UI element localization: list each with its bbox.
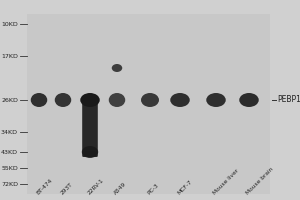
Ellipse shape xyxy=(170,93,190,107)
Text: 17KD: 17KD xyxy=(1,53,18,58)
Text: 10KD: 10KD xyxy=(1,21,18,26)
Text: BT-474: BT-474 xyxy=(35,178,53,196)
Text: 43KD: 43KD xyxy=(1,150,18,154)
Text: A549: A549 xyxy=(113,182,128,196)
Text: 26KD: 26KD xyxy=(1,98,18,102)
Text: 22RV-1: 22RV-1 xyxy=(86,178,105,196)
Ellipse shape xyxy=(109,93,125,107)
Ellipse shape xyxy=(31,93,47,107)
Text: Mouse liver: Mouse liver xyxy=(212,168,240,196)
Ellipse shape xyxy=(206,93,226,107)
Ellipse shape xyxy=(80,93,100,107)
Ellipse shape xyxy=(141,93,159,107)
Ellipse shape xyxy=(112,64,122,72)
Ellipse shape xyxy=(84,151,96,157)
Text: 55KD: 55KD xyxy=(1,166,18,170)
Text: MCF-7: MCF-7 xyxy=(176,179,193,196)
Ellipse shape xyxy=(239,93,259,107)
Text: 293T: 293T xyxy=(59,182,74,196)
Text: Mouse brain: Mouse brain xyxy=(245,167,274,196)
Text: PEBP1: PEBP1 xyxy=(278,96,300,104)
Text: 34KD: 34KD xyxy=(1,130,18,134)
Text: 72KD: 72KD xyxy=(1,182,18,186)
Ellipse shape xyxy=(82,146,98,158)
Text: PC-3: PC-3 xyxy=(146,183,160,196)
FancyBboxPatch shape xyxy=(27,14,270,194)
Ellipse shape xyxy=(55,93,71,107)
FancyBboxPatch shape xyxy=(82,103,98,157)
